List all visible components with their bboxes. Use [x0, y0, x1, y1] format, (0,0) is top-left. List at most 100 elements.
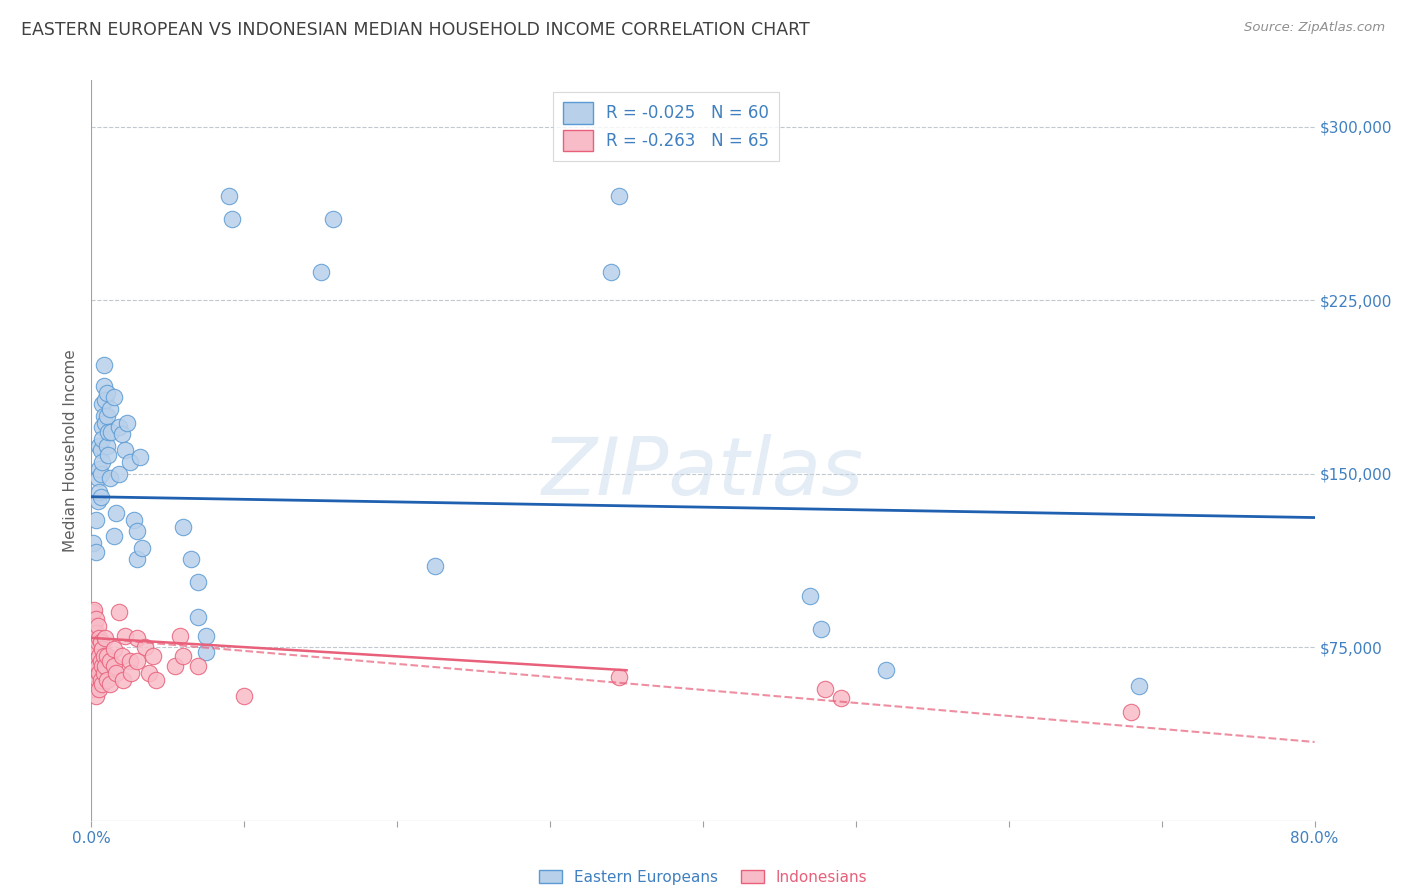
Point [84, 545, 107, 559]
Point [93, 409, 115, 423]
Point [875, 663, 898, 677]
Point [98, 401, 121, 416]
Point [187, 575, 209, 590]
Point [103, 642, 125, 657]
Point [91, 677, 114, 691]
Point [127, 524, 149, 539]
Point [94, 631, 117, 645]
Point [91, 455, 114, 469]
Point [86, 635, 108, 649]
Point [111, 649, 134, 664]
Y-axis label: Median Household Income: Median Household Income [63, 349, 79, 552]
Point [165, 658, 187, 673]
Point [98, 654, 121, 668]
Point [86, 471, 108, 485]
Point [91, 642, 114, 657]
Point [108, 606, 131, 620]
Point [87, 681, 110, 696]
Point [103, 658, 125, 673]
Point [134, 640, 156, 654]
Point [104, 506, 127, 520]
Point [104, 665, 127, 680]
Point [82, 674, 104, 689]
Point [114, 443, 136, 458]
Point [83, 649, 105, 664]
Point [103, 529, 125, 543]
Point [86, 673, 108, 687]
Text: Source: ZipAtlas.com: Source: ZipAtlas.com [1244, 21, 1385, 34]
Point [98, 471, 121, 485]
Point [131, 541, 153, 555]
Text: ZIPatlas: ZIPatlas [541, 434, 865, 512]
Point [96, 409, 118, 423]
Point [97, 448, 120, 462]
Point [309, 265, 332, 279]
Point [94, 658, 117, 673]
Point [83, 619, 105, 633]
Point [172, 649, 194, 664]
Point [180, 552, 202, 566]
Point [103, 390, 125, 404]
Point [122, 513, 145, 527]
Point [108, 420, 131, 434]
Point [87, 462, 110, 476]
Legend: Eastern Europeans, Indonesians: Eastern Europeans, Indonesians [533, 863, 873, 891]
Point [108, 467, 131, 481]
Point [90, 443, 112, 458]
Point [90, 673, 112, 687]
Point [83, 665, 105, 680]
Point [97, 425, 120, 439]
Point [84, 654, 107, 668]
Point [96, 649, 118, 664]
Point [111, 427, 134, 442]
Point [112, 673, 135, 687]
Point [93, 378, 115, 392]
Point [86, 658, 108, 673]
Point [93, 358, 115, 372]
Point [322, 212, 344, 227]
Point [1121, 705, 1143, 719]
Point [195, 629, 218, 643]
Point [96, 385, 118, 400]
Point [87, 485, 110, 500]
Point [425, 559, 447, 574]
Point [84, 668, 107, 682]
Point [129, 450, 152, 465]
Point [90, 467, 112, 481]
Point [607, 670, 630, 684]
Point [118, 455, 141, 469]
Point [100, 425, 122, 439]
Point [233, 689, 256, 703]
Point [82, 622, 104, 636]
Point [83, 635, 105, 649]
Point [94, 392, 117, 407]
Point [169, 629, 191, 643]
Point [118, 654, 141, 668]
Point [82, 635, 104, 649]
Point [84, 513, 107, 527]
Point [83, 681, 105, 696]
Point [90, 490, 112, 504]
Point [94, 416, 117, 430]
Point [127, 631, 149, 645]
Point [87, 665, 110, 680]
Point [127, 654, 149, 668]
Point [187, 658, 209, 673]
Point [600, 265, 623, 279]
Point [93, 665, 115, 680]
Point [115, 416, 138, 430]
Point [96, 673, 118, 687]
Point [91, 658, 114, 673]
Point [814, 681, 837, 696]
Point [87, 631, 110, 645]
Point [218, 189, 240, 203]
Point [141, 649, 163, 664]
Point [87, 649, 110, 664]
Point [90, 654, 112, 668]
Point [187, 610, 209, 624]
Point [127, 552, 149, 566]
Point [90, 635, 112, 649]
Point [93, 649, 115, 664]
Point [82, 661, 104, 675]
Point [84, 612, 107, 626]
